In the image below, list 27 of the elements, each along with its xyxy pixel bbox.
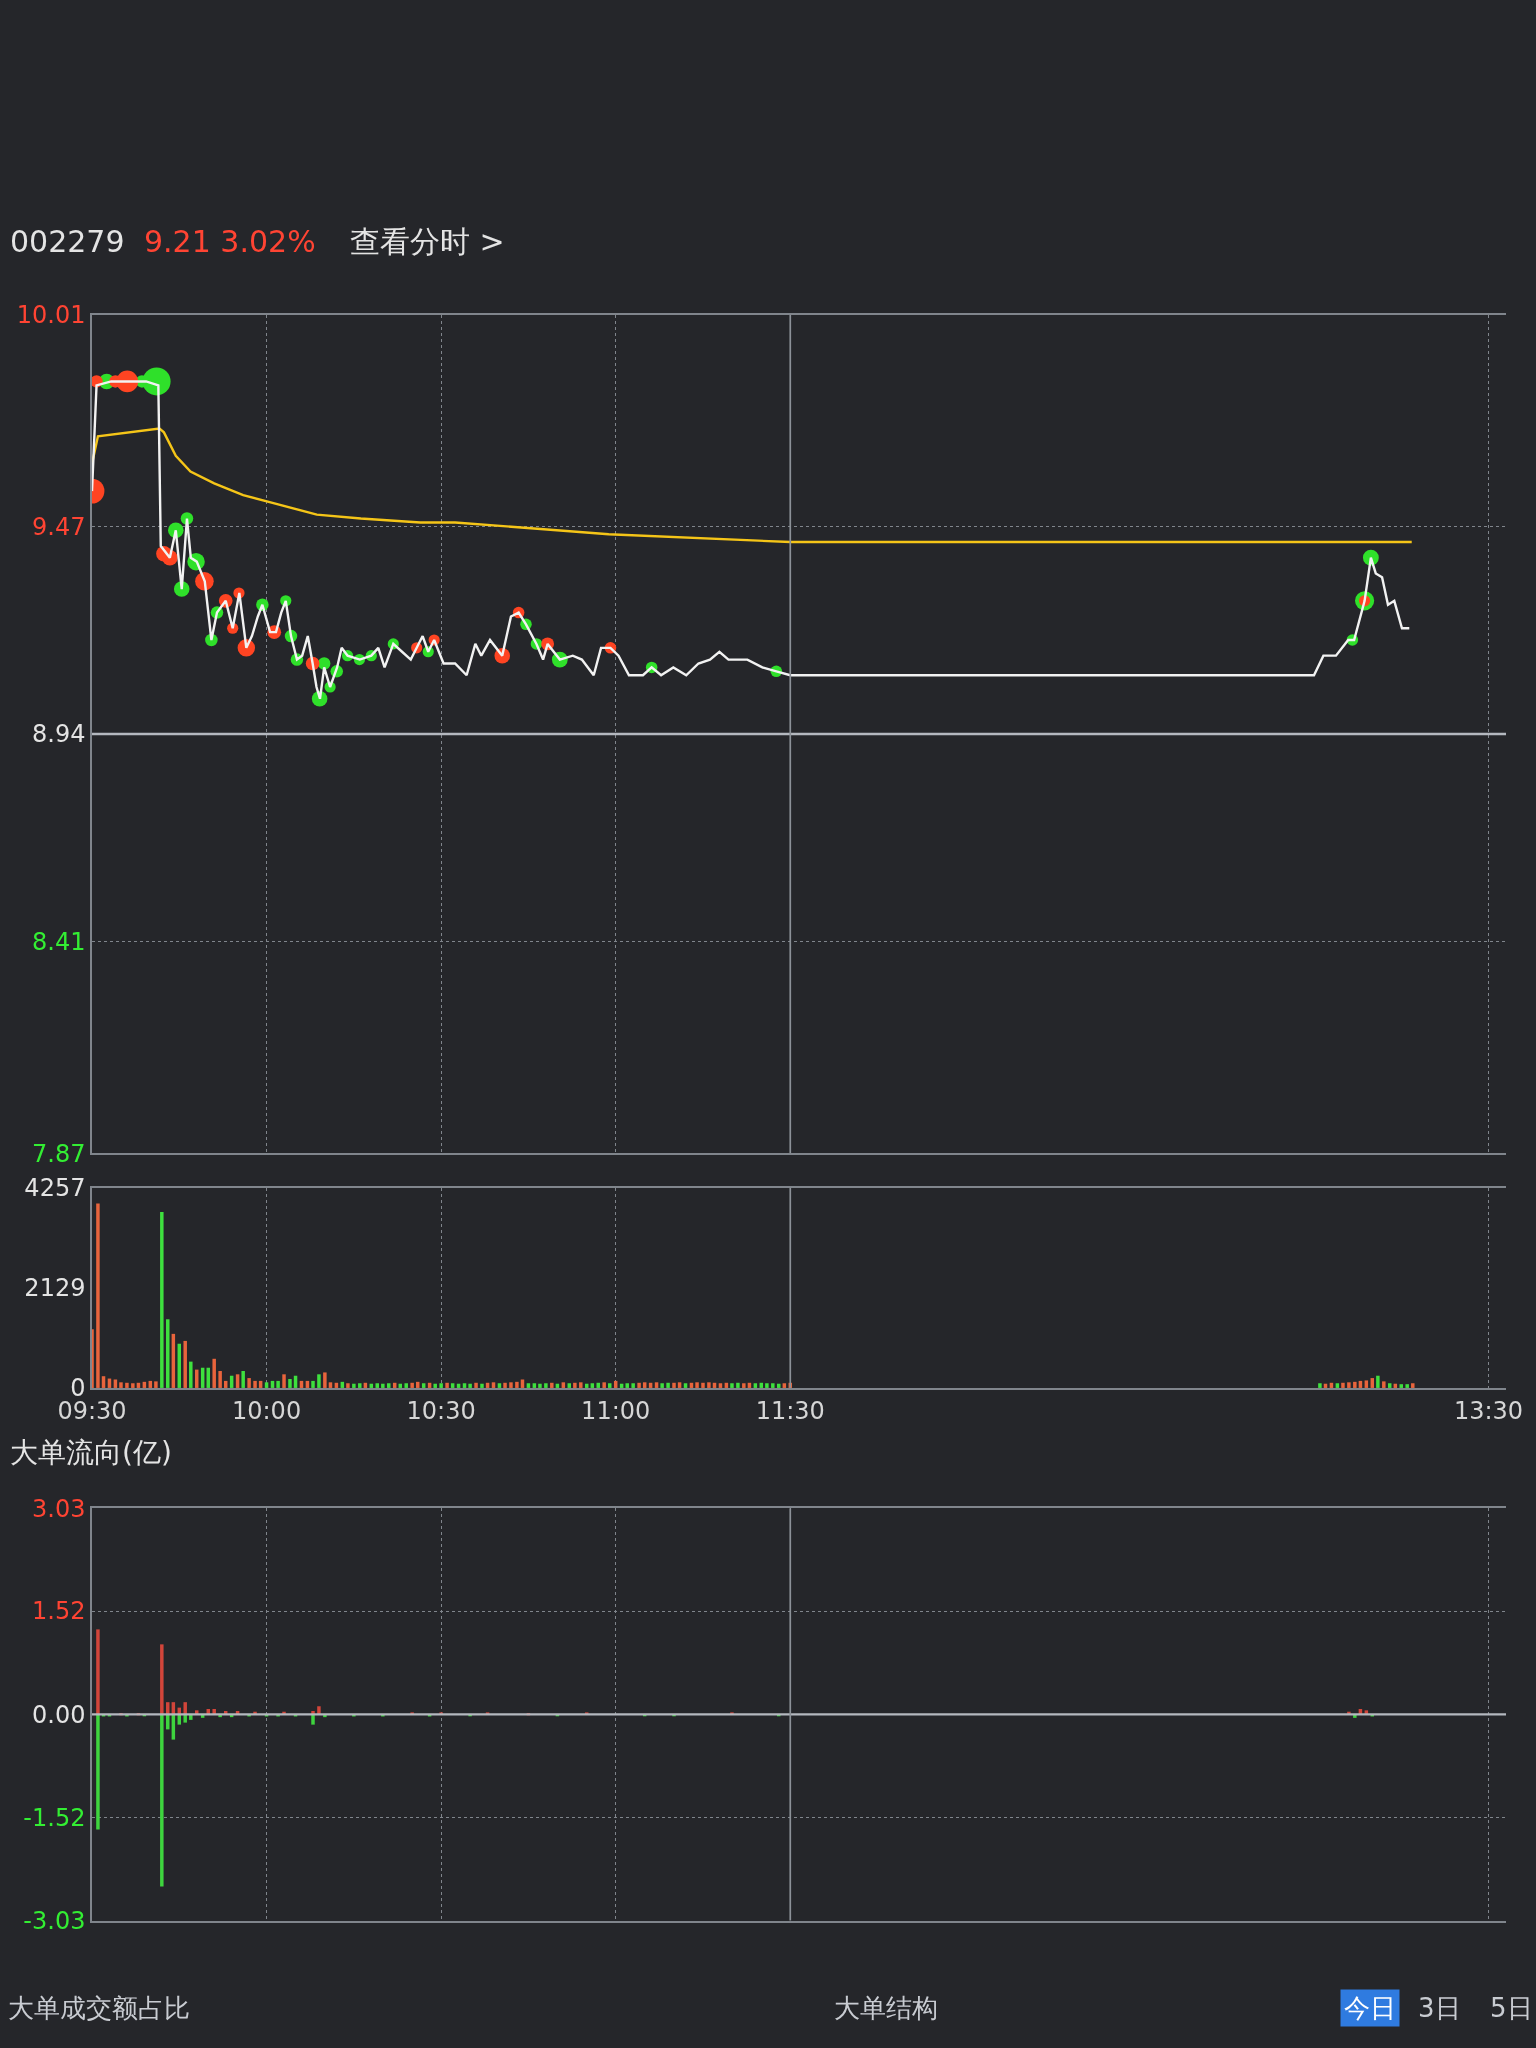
x-tick-label: 10:00 [231,1396,302,1425]
y-tick-label: 9.47 [32,512,86,541]
chart-title: 002279 [10,224,125,259]
text: 大单成交额占比 [8,1993,190,2023]
y-tick-label: 2129 [24,1274,86,1303]
x-tick-label: 11:00 [581,1396,651,1425]
y-tick-label: 4257 [24,1174,86,1203]
chart-title: 大单流向(亿) [10,1436,172,1469]
y-tick-label: 3.03 [32,1494,86,1523]
text: 大单结构 [834,1993,938,2023]
y-tick-label: 7.87 [32,1139,86,1168]
y-tick-label: -3.03 [23,1906,86,1935]
x-tick-label: 11:30 [755,1396,825,1425]
y-tick-label: 8.94 [32,720,86,749]
text: 今日 [1344,1993,1396,2023]
y-tick-label: -1.52 [23,1804,86,1833]
x-tick-label: 13:30 [1453,1396,1524,1425]
x-tick-label: 09:30 [57,1396,127,1425]
y-tick-label: 0.00 [32,1700,86,1729]
text: 查看分时 > [350,224,505,259]
y-tick-label: 8.41 [32,928,86,957]
text: 3日 [1418,1993,1461,2023]
y-tick-label: 1.52 [32,1597,86,1626]
y-tick-label: 10.01 [16,301,86,330]
chart-subtitle: 9.21 3.02% [144,224,316,259]
text: 5日 [1490,1993,1533,2023]
x-tick-label: 10:30 [406,1396,476,1425]
